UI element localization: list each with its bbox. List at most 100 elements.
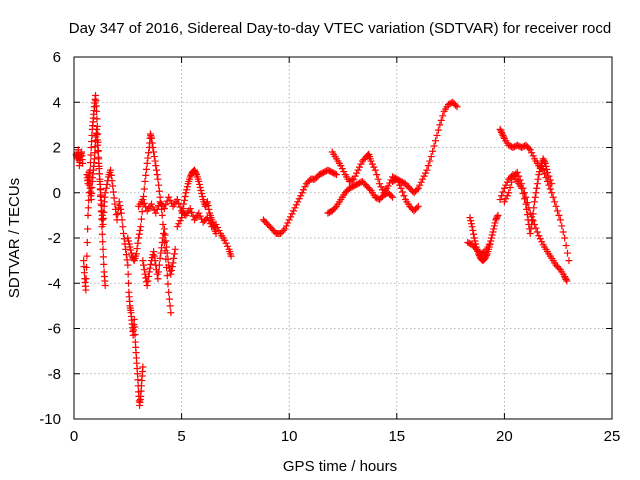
data-point: [165, 295, 173, 303]
data-point: [198, 193, 206, 201]
data-point: [150, 252, 158, 260]
data-point: [88, 137, 96, 145]
data-point: [84, 204, 92, 212]
data-point: [548, 189, 556, 197]
x-tick-label: 25: [604, 428, 621, 445]
data-point: [117, 209, 125, 217]
data-point: [506, 183, 514, 191]
data-point: [120, 235, 128, 243]
data-point: [142, 165, 150, 173]
data-point: [338, 165, 346, 173]
data-point: [176, 217, 184, 225]
data-point: [101, 189, 109, 197]
data-point: [503, 192, 511, 200]
data-point: [526, 209, 534, 217]
data-point: [152, 162, 160, 170]
data-point: [168, 266, 176, 274]
y-tick-label: 4: [53, 94, 61, 111]
data-point: [157, 249, 165, 257]
data-point: [149, 203, 157, 211]
data-point: [93, 115, 101, 123]
data-point: [427, 153, 435, 161]
data-point: [562, 275, 570, 283]
data-point: [497, 127, 505, 135]
data-point: [84, 225, 92, 233]
data-point: [178, 214, 186, 222]
data-point: [156, 254, 164, 262]
data-point: [340, 168, 348, 176]
data-point: [107, 171, 115, 179]
data-point: [505, 189, 513, 197]
data-point: [290, 207, 298, 215]
data-point: [153, 171, 161, 179]
data-point: [470, 230, 478, 238]
data-point: [102, 184, 110, 192]
data-point: [140, 199, 148, 207]
data-point: [149, 144, 157, 151]
data-point: [88, 190, 96, 198]
data-point: [99, 245, 107, 253]
data-point: [559, 228, 567, 236]
data-point: [131, 323, 139, 331]
data-point: [300, 186, 308, 194]
data-point: [432, 137, 440, 145]
data-point: [147, 200, 155, 208]
data-point: [99, 214, 107, 222]
data-point: [149, 251, 157, 259]
data-point: [158, 239, 166, 247]
data-point: [467, 220, 475, 228]
data-point: [487, 234, 495, 242]
data-point: [542, 162, 550, 170]
data-point: [173, 196, 181, 204]
data-point: [142, 278, 150, 286]
x-tick-label: 0: [70, 428, 78, 445]
data-point: [109, 182, 117, 190]
data-point: [353, 169, 361, 177]
data-point: [549, 193, 557, 201]
x-tick-label: 20: [496, 428, 513, 445]
data-point: [437, 116, 445, 124]
data-point: [539, 155, 547, 163]
data-point: [532, 189, 540, 197]
data-point: [377, 183, 385, 191]
data-point: [498, 128, 506, 136]
data-point: [421, 169, 429, 177]
data-point: [196, 212, 204, 220]
data-point: [528, 213, 536, 221]
data-point: [103, 180, 111, 188]
data-point: [187, 171, 195, 179]
data-point: [490, 222, 498, 230]
data-point: [490, 225, 498, 233]
data-point: [533, 228, 541, 236]
data-point: [494, 211, 502, 219]
data-point: [195, 209, 203, 217]
data-point: [558, 222, 566, 230]
data-point: [135, 230, 143, 238]
data-point: [186, 173, 194, 181]
data-point: [371, 166, 379, 174]
data-point: [83, 252, 91, 260]
data-point: [538, 238, 546, 246]
data-point: [532, 224, 540, 232]
data-point: [119, 229, 127, 237]
data-point: [127, 249, 135, 257]
data-point: [114, 210, 122, 218]
data-point: [388, 193, 396, 201]
data-point: [366, 185, 374, 193]
data-point: [164, 255, 172, 263]
data-point: [79, 159, 87, 167]
y-tick-label: -4: [48, 275, 61, 292]
data-point: [492, 216, 500, 224]
data-point: [399, 188, 407, 196]
data-point: [487, 237, 495, 245]
data-point: [141, 270, 149, 278]
data-point: [183, 183, 191, 191]
data-point: [355, 163, 363, 171]
data-point: [485, 241, 493, 249]
data-point: [158, 211, 166, 219]
data-point: [525, 204, 533, 212]
data-point: [107, 166, 115, 174]
data-point: [150, 153, 158, 161]
data-point: [531, 220, 539, 228]
data-point: [88, 131, 96, 139]
